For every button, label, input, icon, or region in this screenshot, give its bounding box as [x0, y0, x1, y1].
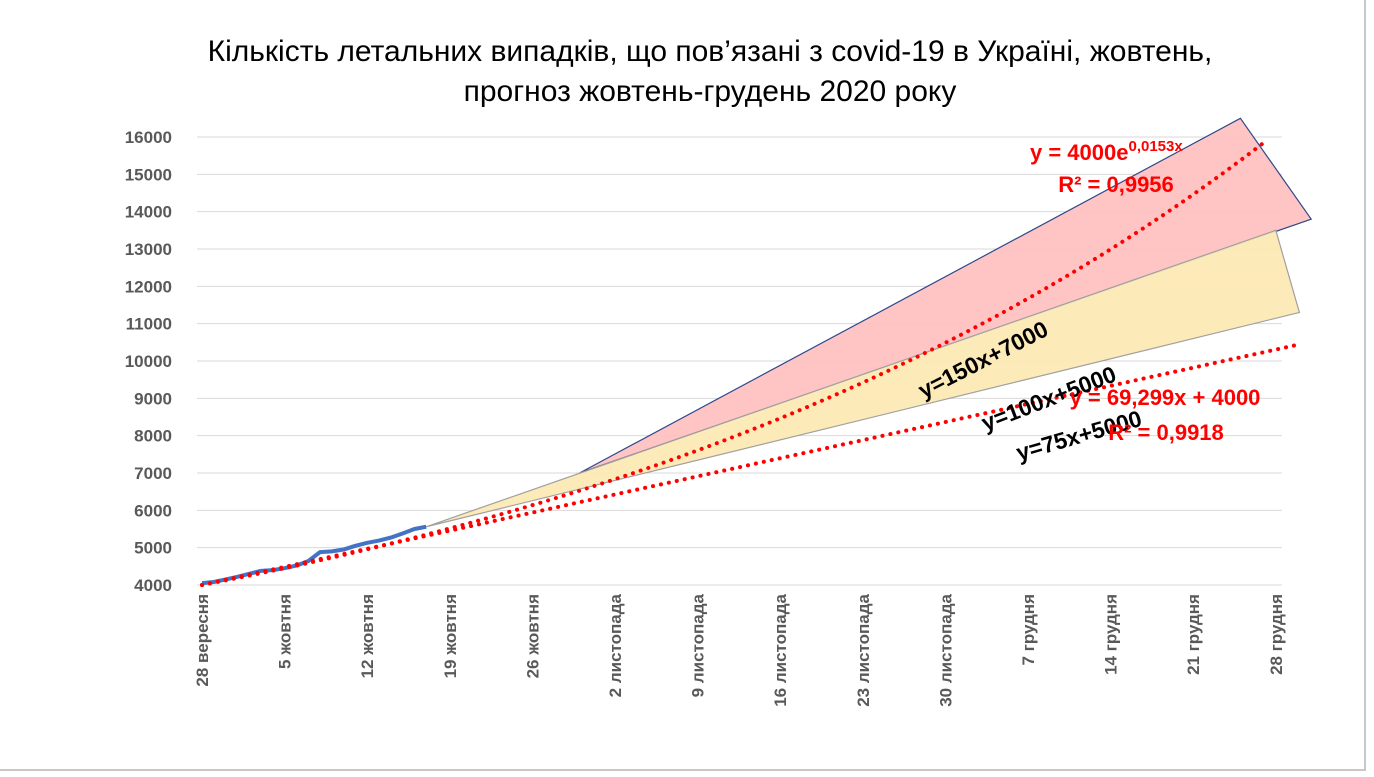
y-tick-label: 6000 — [134, 501, 172, 520]
y-axis-ticks: 4000 5000 6000 7000 8000 9000 10000 11000 12000 1… — [125, 128, 172, 595]
x-tick-label: 30 листопада — [936, 593, 955, 706]
exp-equation-exponent: 0,0153x — [1128, 138, 1183, 155]
linear-r2: R² = 0,9918 — [1108, 420, 1224, 445]
linear-equation: y = 69,299x + 4000 — [1070, 385, 1261, 410]
x-tick-label: 28 вересня — [193, 594, 212, 687]
y-tick-label: 16000 — [125, 128, 172, 147]
data-series — [200, 140, 1302, 587]
y-tick-label: 15000 — [125, 165, 172, 184]
exp-equation-base: y = 4000e — [1030, 140, 1128, 165]
y-tick-label: 12000 — [125, 277, 172, 296]
x-tick-label: 23 листопада — [854, 593, 873, 706]
forecast-band — [426, 229, 1301, 528]
chart-title-line-2: прогноз жовтень-грудень 2020 року — [463, 75, 957, 108]
exponential-trendline — [200, 140, 1266, 587]
x-tick-label: 28 грудня — [1267, 594, 1286, 675]
y-tick-label: 4000 — [134, 576, 172, 595]
y-tick-label: 14000 — [125, 203, 172, 222]
y-tick-label: 7000 — [134, 464, 172, 483]
x-tick-label: 2 листопада — [606, 593, 625, 697]
x-tick-label: 5 жовтня — [276, 594, 295, 669]
y-tick-label: 9000 — [134, 389, 172, 408]
x-tick-label: 16 листопада — [771, 593, 790, 706]
x-tick-label: 12 жовтня — [358, 594, 377, 678]
x-tick-label: 21 грудня — [1184, 594, 1203, 675]
y-tick-label: 10000 — [125, 352, 172, 371]
x-tick-label: 19 жовтня — [441, 594, 460, 678]
chart-title: Кількість летальних випадків, що пов’яза… — [140, 32, 1280, 112]
y-tick-label: 5000 — [134, 539, 172, 558]
y-tick-label: 8000 — [134, 427, 172, 446]
x-tick-label: 26 жовтня — [523, 594, 542, 678]
y-tick-label: 11000 — [126, 315, 172, 334]
x-tick-label: 7 грудня — [1019, 594, 1038, 665]
exp-equation: y = 4000e0,0153x — [1030, 138, 1183, 165]
x-axis-ticks: 28 вересня 5 жовтня 12 жовтня 19 жовтня 26 ж… — [193, 593, 1286, 706]
y-tick-label: 13000 — [125, 240, 172, 259]
actual-deaths-line — [201, 524, 427, 586]
forecast-bands — [426, 117, 1313, 528]
exp-r2: R² = 0,9956 — [1058, 172, 1174, 197]
x-tick-label: 9 листопада — [689, 593, 708, 697]
x-tick-label: 14 грудня — [1102, 594, 1121, 675]
chart-title-line-1: Кількість летальних випадків, що пов’яза… — [207, 35, 1213, 68]
